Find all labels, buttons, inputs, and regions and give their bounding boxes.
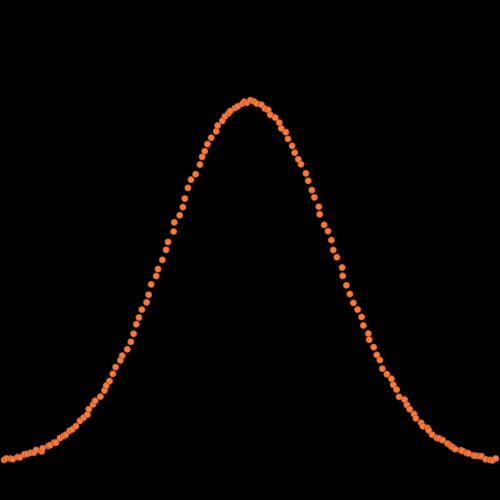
data-point [338, 264, 346, 272]
data-point [162, 246, 170, 254]
data-point [304, 177, 312, 185]
data-point [364, 330, 372, 338]
data-point [132, 320, 140, 328]
data-point [106, 377, 114, 385]
data-point [320, 221, 328, 229]
data-point [145, 291, 153, 299]
data-point [91, 397, 99, 405]
data-point [196, 161, 204, 169]
data-point [406, 405, 414, 413]
data-point [439, 436, 447, 444]
data-point [212, 127, 220, 135]
data-point [214, 122, 222, 130]
data-point [302, 169, 310, 177]
data-point [389, 381, 397, 389]
data-point [187, 176, 195, 184]
data-point [201, 147, 209, 155]
data-point [333, 253, 341, 261]
data-point [395, 393, 403, 401]
data-point [138, 306, 146, 314]
data-point [192, 170, 200, 178]
data-point [181, 195, 189, 203]
data-point [387, 375, 395, 383]
data-point [342, 281, 350, 289]
points-layer [0, 96, 500, 464]
data-point [339, 272, 347, 280]
data-point [346, 290, 354, 298]
data-point [130, 330, 138, 338]
data-point [359, 321, 367, 329]
data-point [135, 313, 143, 321]
data-point [376, 356, 384, 364]
data-point [277, 124, 285, 132]
data-point [284, 135, 292, 143]
data-point [147, 280, 155, 288]
data-point [324, 227, 332, 235]
data-point [310, 193, 318, 201]
data-point [329, 246, 337, 254]
data-point [297, 160, 305, 168]
data-point [275, 119, 283, 127]
data-point [451, 445, 459, 453]
data-point [428, 431, 436, 439]
data-point [383, 370, 391, 378]
data-point [327, 236, 335, 244]
data-point [179, 203, 187, 211]
data-point [170, 218, 178, 226]
data-point [143, 298, 151, 306]
data-point [316, 210, 324, 218]
data-point [203, 140, 211, 148]
data-point [52, 439, 60, 447]
data-point [291, 149, 299, 157]
data-point [152, 272, 160, 280]
data-point [365, 336, 373, 344]
data-point [393, 386, 401, 394]
data-point [39, 444, 47, 452]
data-point [127, 338, 135, 346]
data-point [315, 203, 323, 211]
data-point [492, 454, 500, 462]
data-point [288, 142, 296, 150]
data-point [170, 228, 178, 236]
data-point [164, 238, 172, 246]
data-point [373, 351, 381, 359]
data-point [184, 184, 192, 192]
data-point [123, 345, 131, 353]
data-point [158, 256, 166, 264]
data-point [112, 363, 120, 371]
data-point [207, 134, 215, 142]
data-point [32, 446, 40, 454]
data-point [198, 153, 206, 161]
data-point [358, 313, 366, 321]
data-point [349, 299, 357, 307]
data-point [370, 343, 378, 351]
data-point [412, 414, 420, 422]
data-point [378, 365, 386, 373]
data-point [109, 370, 117, 378]
data-point [154, 265, 162, 273]
data-point [354, 306, 362, 314]
data-point [271, 114, 279, 122]
data-point [102, 382, 110, 390]
data-point [308, 186, 316, 194]
data-point [176, 211, 184, 219]
data-point [96, 393, 104, 401]
data-point [72, 422, 80, 430]
data-point [282, 128, 290, 136]
data-point [118, 352, 126, 360]
data-point [85, 405, 93, 413]
